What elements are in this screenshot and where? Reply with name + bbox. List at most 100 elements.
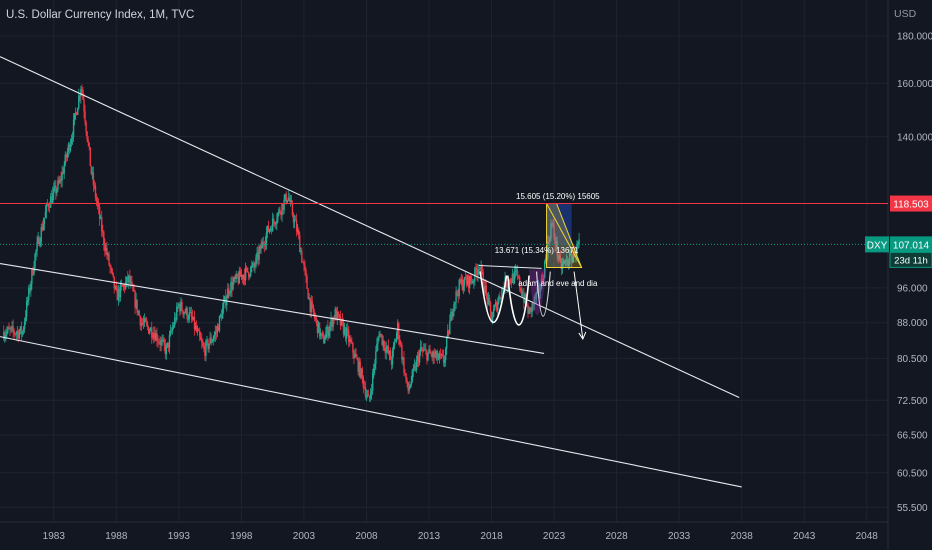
- candle-body: [96, 201, 99, 205]
- candle-body: [446, 337, 448, 349]
- third-curve: [535, 271, 551, 317]
- candle-body: [401, 345, 403, 360]
- candle-body: [403, 357, 405, 373]
- x-tick-label: 2043: [793, 531, 816, 542]
- candle-body: [264, 243, 267, 246]
- candle-body: [361, 368, 363, 377]
- candle-body: [449, 320, 451, 335]
- candle-body: [528, 309, 530, 314]
- candle-body: [521, 291, 523, 296]
- candle-body: [422, 350, 424, 352]
- candle-body: [488, 297, 491, 303]
- candle-body: [499, 296, 501, 299]
- candle-body: [417, 355, 420, 363]
- candle-body: [29, 287, 31, 292]
- candle-body: [290, 199, 293, 204]
- candle-body: [483, 287, 485, 294]
- candle-body: [500, 297, 502, 299]
- candle-body: [408, 388, 410, 391]
- candle-body: [20, 326, 23, 335]
- candle-body: [138, 311, 140, 316]
- candle-body: [99, 217, 102, 219]
- candle-body: [256, 252, 258, 257]
- y-tick-label: 80.500: [897, 354, 928, 365]
- candle-body: [542, 278, 545, 282]
- candle-body: [513, 271, 516, 284]
- candle-body: [493, 305, 496, 310]
- candle-body: [415, 359, 418, 371]
- candle-body: [206, 340, 208, 342]
- candle-body: [317, 322, 320, 334]
- measure-upper-label: 15.605 (15.20%) 15605: [516, 192, 600, 201]
- candle-body: [457, 294, 459, 296]
- currency-label: USD: [894, 8, 917, 20]
- candle-body: [382, 340, 384, 345]
- candle-body: [427, 352, 429, 361]
- candle-body: [251, 265, 253, 268]
- candle-body: [346, 328, 349, 331]
- candle-body: [571, 252, 573, 263]
- candle-body: [272, 218, 275, 222]
- candle-body: [46, 203, 49, 205]
- candle-body: [281, 203, 283, 216]
- candle-body: [429, 349, 431, 354]
- candle-body: [451, 311, 453, 317]
- x-tick-label: 2008: [355, 531, 378, 542]
- candle-body: [372, 372, 374, 391]
- candle-body: [434, 355, 436, 358]
- candle-body: [381, 334, 383, 345]
- candle-body: [13, 330, 15, 334]
- candle-body: [234, 277, 236, 279]
- candle-body: [520, 287, 522, 292]
- candle-body: [249, 275, 251, 277]
- candle-body: [329, 324, 331, 331]
- candle-body: [379, 333, 381, 337]
- candle-body: [491, 316, 494, 323]
- candle-body: [156, 333, 158, 342]
- candle-body: [74, 112, 77, 114]
- y-tick-label: 66.500: [897, 430, 928, 441]
- candle-body: [452, 311, 454, 317]
- candle-body: [309, 297, 311, 312]
- candle-body: [121, 285, 124, 287]
- candle-body: [365, 395, 368, 397]
- candle-body: [226, 298, 228, 306]
- candle-body: [131, 281, 133, 285]
- candle-body: [92, 172, 95, 185]
- candle-body: [112, 272, 114, 277]
- candle-body: [175, 317, 177, 320]
- candle-body: [260, 244, 262, 249]
- candle-body: [348, 330, 350, 342]
- candle-body: [53, 188, 55, 193]
- candle-body: [465, 279, 468, 284]
- candle-body: [176, 306, 178, 320]
- candle-body: [160, 340, 162, 345]
- projection-arrowhead: [578, 331, 587, 341]
- candle-body: [557, 255, 559, 259]
- candle-body: [351, 342, 353, 344]
- candle-body: [355, 353, 357, 358]
- candle-body: [362, 376, 365, 388]
- x-tick-label: 2023: [543, 531, 566, 542]
- candle-body: [539, 288, 542, 292]
- candle-body: [102, 231, 104, 233]
- candle-body: [27, 299, 29, 302]
- candle-body: [159, 342, 161, 345]
- candle-body: [301, 251, 303, 263]
- candle-body: [259, 244, 261, 251]
- candle-body: [349, 339, 351, 342]
- candle-body: [419, 346, 422, 352]
- candle-body: [312, 304, 315, 313]
- candle-body: [17, 331, 20, 339]
- candle-body: [126, 276, 128, 282]
- candle-body: [435, 351, 437, 356]
- candle-body: [58, 180, 60, 183]
- candle-body: [7, 327, 9, 332]
- candle-body: [47, 204, 50, 208]
- candle-body: [364, 387, 367, 397]
- candle-body: [374, 364, 376, 369]
- candle-body: [135, 299, 137, 308]
- candle-body: [212, 338, 214, 341]
- candle-body: [132, 284, 134, 291]
